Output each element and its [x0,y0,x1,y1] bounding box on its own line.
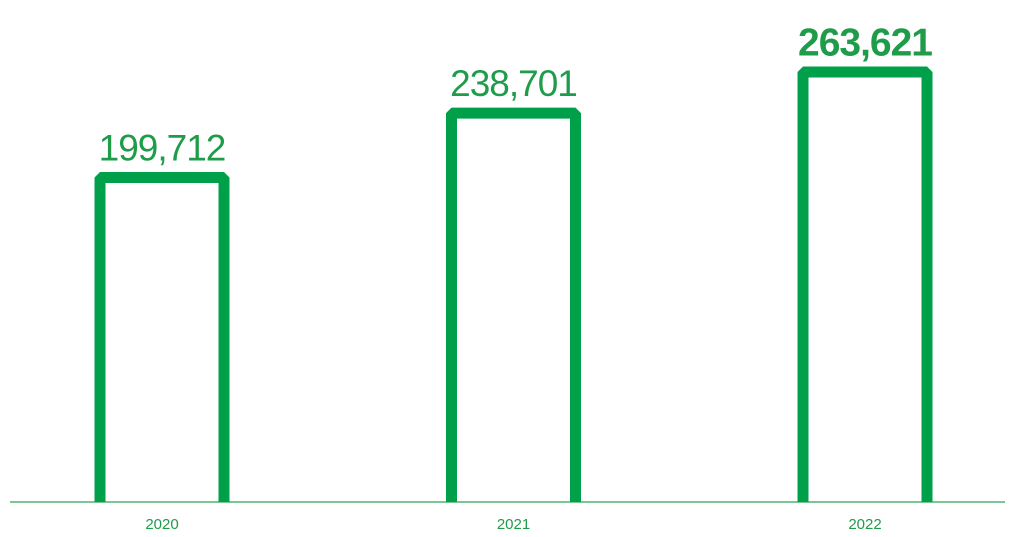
x-tick-label: 2020 [145,516,178,533]
x-tick-label: 2021 [497,516,530,533]
value-label: 199,712 [99,127,226,168]
bar [446,107,581,502]
x-tick-label: 2022 [848,516,881,533]
bar [797,66,933,502]
value-label: 263,621 [798,21,932,64]
bar [94,171,230,502]
value-label: 238,701 [450,63,577,104]
